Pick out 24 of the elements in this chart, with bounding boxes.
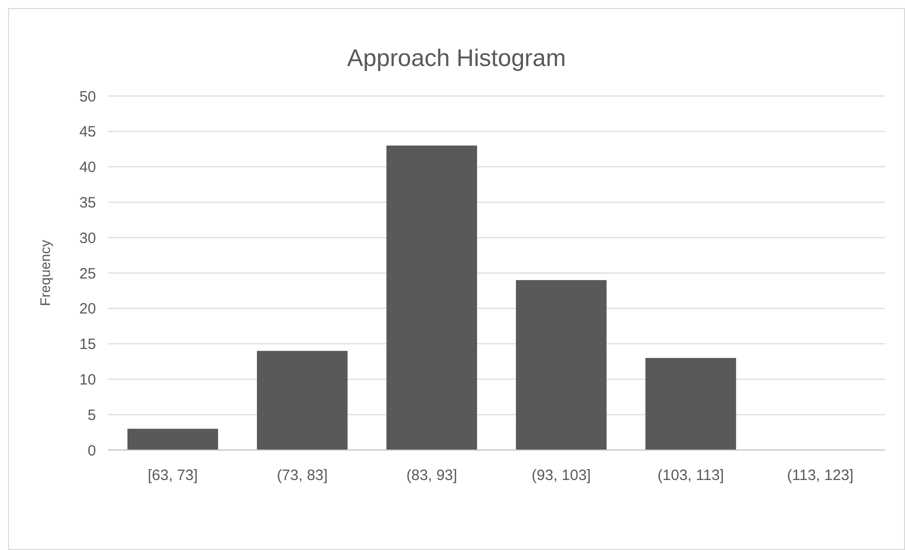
x-tick-label: (103, 113]	[658, 467, 724, 484]
y-tick-label: 45	[79, 124, 96, 141]
y-tick-label: 40	[79, 159, 96, 176]
y-tick-label: 50	[79, 88, 96, 106]
y-tick-label: 20	[79, 300, 96, 318]
y-tick-label: 15	[79, 336, 96, 354]
bar	[516, 280, 607, 450]
bar	[127, 428, 218, 450]
y-tick-label: 30	[79, 230, 96, 247]
x-tick-label: (83, 93]	[406, 467, 458, 484]
x-tick-label: (93, 103]	[532, 467, 591, 484]
bar	[256, 350, 348, 450]
x-tick-label: [63, 73]	[148, 467, 198, 484]
y-tick-label: 5	[88, 406, 96, 424]
y-tick-label: 10	[79, 371, 96, 388]
bar	[645, 358, 736, 450]
x-tick-label: (113, 123]	[787, 467, 854, 484]
y-tick-label: 25	[79, 265, 96, 282]
bar	[386, 146, 478, 450]
y-tick-label: 35	[79, 194, 96, 212]
x-tick-label: (73, 83]	[276, 467, 328, 484]
chart-title: Approach Histogram	[347, 45, 566, 72]
y-tick-label: 0	[88, 442, 96, 460]
y-axis-title: Frequency	[37, 240, 53, 306]
